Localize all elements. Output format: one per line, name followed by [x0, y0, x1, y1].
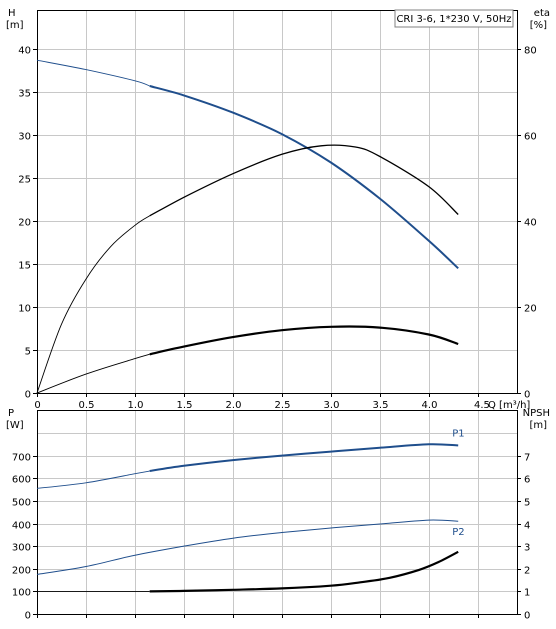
- y-right-tick-label: 80: [524, 46, 537, 57]
- x-tick-label: 0.5: [79, 400, 95, 411]
- series-line-npsh: [149, 550, 459, 593]
- y-left-axis-unit: [m]: [6, 20, 24, 31]
- plot-frame: [37, 410, 518, 615]
- power-npsh-panel: 0 100 200 300 400 500 600 700 0 1 2 3 4 5 6 7 P[W] NPSH[m…: [6, 408, 550, 622]
- y-left-tick-label: 300: [12, 543, 31, 554]
- y-left-tick-label: 5: [25, 347, 31, 358]
- y-left-axis-label: H: [8, 8, 16, 19]
- y-right-tick-label: 6: [524, 475, 530, 486]
- series-line-eta_thick-thin: [36, 353, 150, 394]
- x-tick-label: 4.0: [422, 400, 438, 411]
- y-right-tick-label: 4: [524, 521, 530, 532]
- y-right-tick-label: 0: [524, 390, 530, 401]
- y-left-axis-unit: [W]: [6, 420, 24, 431]
- series-label-p1: P1: [452, 428, 464, 439]
- y-left-tick-label: 40: [18, 46, 31, 57]
- x-tick-label: 3.5: [373, 400, 389, 411]
- y-left-tick-label: 0: [25, 390, 31, 401]
- x-tick-label: 1.5: [177, 400, 193, 411]
- y-left-tick-label: 600: [12, 475, 31, 486]
- x-tick-label: 2.5: [275, 400, 291, 411]
- y-left-tick-label: 25: [18, 175, 31, 186]
- x-tick-label: 2.0: [226, 400, 242, 411]
- series-line-eta: [149, 144, 459, 217]
- y-left-tick-label: 30: [18, 132, 31, 143]
- title-box: CRI 3-6, 1*230 V, 50Hz: [394, 9, 514, 28]
- y-right-axis-unit: [%]: [530, 20, 547, 31]
- y-right-axis-label: NPSH: [523, 408, 550, 419]
- y-right-tick-label: 20: [524, 304, 537, 315]
- y-right-tick-label: 7: [524, 453, 530, 464]
- series-line-h: [149, 85, 459, 270]
- y-left-tick-label: 200: [12, 566, 31, 577]
- y-left-axis-label: P: [8, 408, 14, 419]
- series-line-p2: [36, 519, 459, 575]
- y-left-tick-label: 10: [18, 304, 31, 315]
- plot-frame: [37, 10, 518, 394]
- series-line-eta_thick: [149, 325, 459, 356]
- series-label-p2: P2: [452, 527, 464, 538]
- head-efficiency-panel: 0510152025303540020406080100H[m]eta[%]00…: [6, 8, 550, 411]
- y-right-axis-unit: [m]: [529, 420, 547, 431]
- series-line-eta-thin: [36, 215, 150, 394]
- x-axis-label: Q [m³/h]: [488, 400, 530, 411]
- y-left-tick-label: 500: [12, 498, 31, 509]
- y-right-tick-label: 0: [524, 611, 530, 622]
- series-line-p1: [149, 443, 459, 472]
- y-left-tick-label: 700: [12, 453, 31, 464]
- series-line-p1-thin: [36, 470, 150, 489]
- y-right-tick-label: 3: [524, 543, 530, 554]
- x-tick-label: 0: [34, 400, 40, 411]
- series-line-h-thin: [36, 59, 150, 87]
- y-right-tick-label: 60: [524, 132, 537, 143]
- chart-title: CRI 3-6, 1*230 V, 50Hz: [396, 14, 511, 25]
- y-left-tick-label: 0: [25, 611, 31, 622]
- y-left-tick-label: 400: [12, 521, 31, 532]
- y-left-tick-label: 20: [18, 218, 31, 229]
- y-left-tick-label: 100: [12, 588, 31, 599]
- y-right-tick-label: 2: [524, 566, 530, 577]
- y-left-tick-label: 35: [18, 89, 31, 100]
- x-tick-label: 1.0: [128, 400, 144, 411]
- y-right-tick-label: 40: [524, 218, 537, 229]
- x-tick-label: 4.5: [474, 400, 490, 411]
- y-right-tick-label: 5: [524, 498, 530, 509]
- y-right-axis-label: eta: [534, 8, 550, 19]
- y-left-tick-label: 15: [18, 261, 31, 272]
- x-tick-label: 3.0: [324, 400, 340, 411]
- y-right-tick-label: 1: [524, 588, 530, 599]
